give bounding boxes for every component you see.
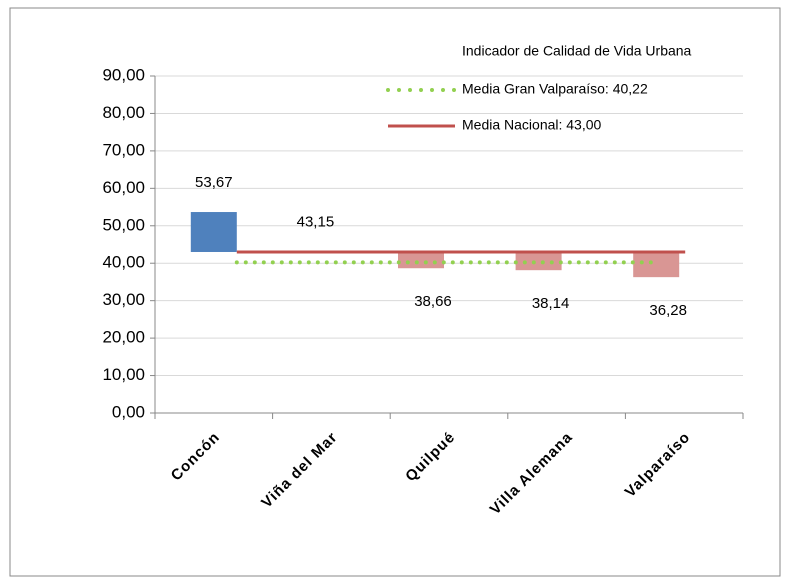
y-tick-label: 70,00	[102, 140, 145, 159]
y-tick-label: 90,00	[102, 65, 145, 84]
y-tick-label: 30,00	[102, 290, 145, 309]
y-tick-label: 80,00	[102, 103, 145, 122]
chart-border	[9, 7, 781, 577]
data-label: 43,15	[297, 213, 335, 230]
y-tick-label: 0,00	[112, 402, 145, 421]
y-tick-label: 60,00	[102, 178, 145, 197]
bar	[398, 251, 444, 269]
y-tick-label: 40,00	[102, 253, 145, 272]
data-label: 38,66	[414, 293, 452, 310]
data-label: 38,14	[532, 295, 570, 312]
legend-title: Indicador de Calidad de Vida Urbana	[462, 43, 692, 59]
bar	[633, 251, 680, 278]
legend-label: Media Gran Valparaíso: 40,22	[462, 81, 648, 97]
data-label: 36,28	[649, 302, 687, 319]
legend-label: Media Nacional: 43,00	[462, 117, 602, 133]
y-tick-label: 20,00	[102, 328, 145, 347]
data-label: 53,67	[195, 174, 233, 191]
bar	[190, 212, 237, 252]
y-tick-label: 50,00	[102, 215, 145, 234]
y-tick-label: 10,00	[102, 365, 145, 384]
bar	[515, 251, 562, 271]
